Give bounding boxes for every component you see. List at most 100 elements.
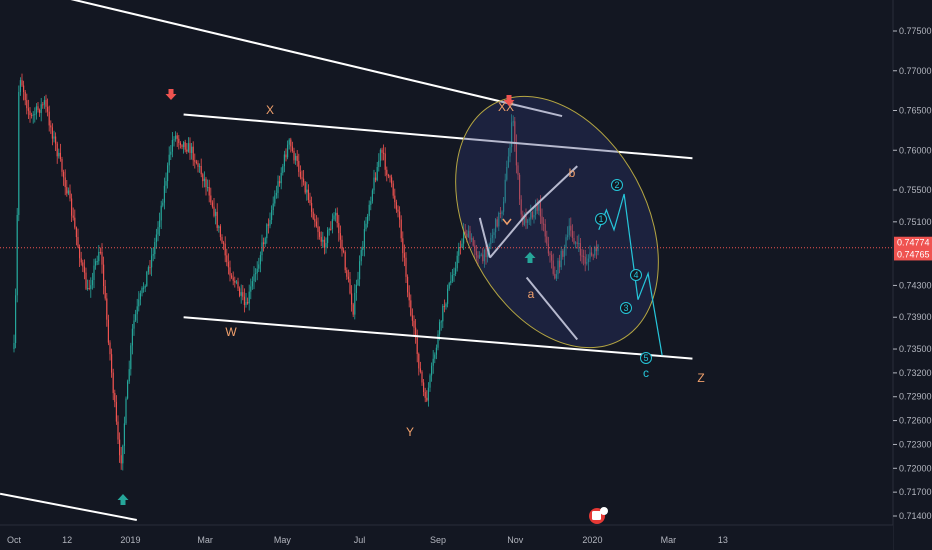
candle-body <box>167 165 169 182</box>
candle-body <box>359 261 361 280</box>
candle-body <box>314 218 316 222</box>
candle-body <box>419 368 421 372</box>
candle-body <box>112 372 114 394</box>
candle-body <box>517 165 519 175</box>
candle-body <box>127 381 129 399</box>
candle-body <box>405 257 407 277</box>
trend-line-8[interactable] <box>525 276 579 341</box>
price-tick-label: 0.71700 <box>899 487 932 497</box>
candle-body <box>154 242 156 255</box>
time-tick-label: Nov <box>507 535 524 545</box>
projection-marker-ring <box>620 302 632 314</box>
candle-body <box>291 146 293 151</box>
candle-body <box>554 273 556 279</box>
candle-body <box>277 181 279 193</box>
candle-body <box>370 201 372 205</box>
candle-body <box>475 251 477 256</box>
events-badge[interactable] <box>589 507 608 524</box>
candle-body <box>253 274 255 282</box>
highlight-ellipse[interactable] <box>415 61 700 382</box>
candle-body <box>83 266 85 273</box>
candle-body <box>594 247 596 256</box>
candle-body <box>139 293 141 300</box>
time-tick-label: Jul <box>354 535 366 545</box>
candle-body <box>347 276 349 280</box>
candle-body <box>395 202 397 210</box>
price-tick-label: 0.72300 <box>899 439 932 449</box>
wave-label-b: b <box>569 166 576 180</box>
candle-body <box>109 342 111 355</box>
candle-body <box>336 212 338 224</box>
candle-body <box>26 100 28 109</box>
candle-body <box>512 121 514 123</box>
candle-body <box>213 206 215 216</box>
candle-body <box>573 238 575 244</box>
candle-body <box>411 315 413 321</box>
candle-body <box>379 149 381 161</box>
candle-body <box>146 271 148 286</box>
projection-path[interactable] <box>598 193 663 356</box>
candle-body <box>520 199 522 215</box>
trend-line-4[interactable] <box>0 492 137 521</box>
candle-body <box>275 192 277 196</box>
candle-body <box>586 262 588 264</box>
candle-body <box>66 187 68 194</box>
candle-body <box>565 237 567 249</box>
candle-body <box>560 250 562 268</box>
candle-body <box>219 226 221 238</box>
candle-body <box>23 85 25 92</box>
secondary-price-badge[interactable]: 0.74765 <box>894 248 932 261</box>
price-axis[interactable]: 0.77500 0.77000 0.76500 0.76000 0.75500 0.751… <box>892 0 932 550</box>
candle-body <box>479 255 481 258</box>
candle-body <box>239 288 241 296</box>
candle-body <box>453 273 455 276</box>
candle-body <box>18 91 20 215</box>
trend-line-3[interactable] <box>183 316 693 360</box>
candle-body <box>218 226 220 228</box>
candle-body <box>144 285 146 288</box>
candle-body <box>384 153 386 170</box>
time-axis[interactable]: Oct 12 2019 Mar May Jul Sep Nov 2020 Mar 13 <box>0 507 893 550</box>
time-tick-label: Mar <box>197 535 213 545</box>
candle-body <box>200 166 202 175</box>
candle-body <box>509 146 511 157</box>
candle-body <box>568 225 570 236</box>
candle-body <box>67 190 69 194</box>
candle-body <box>579 243 581 256</box>
candle-body <box>99 251 101 253</box>
trend-line-2[interactable] <box>183 113 693 160</box>
candle-body <box>191 146 193 153</box>
candle-body <box>195 161 197 164</box>
candle-body <box>272 203 274 211</box>
candle-body <box>578 243 580 245</box>
candle-body <box>423 382 425 393</box>
candle-body <box>317 226 319 232</box>
candle-body <box>237 281 239 289</box>
candle-body <box>312 211 314 219</box>
candle-body <box>290 139 292 147</box>
candle-body <box>471 238 473 240</box>
candle-body <box>282 166 284 173</box>
trend-line-7[interactable] <box>525 165 578 215</box>
candle-body <box>77 237 79 247</box>
candles-layer <box>13 73 599 471</box>
candle-body <box>515 143 517 166</box>
candle-body <box>351 293 353 305</box>
candle-body <box>531 211 533 218</box>
candle-body <box>311 203 313 212</box>
candle-body <box>439 322 441 335</box>
price-tick-label: 0.76500 <box>899 106 932 116</box>
candle-body <box>283 154 285 167</box>
candle-body <box>19 80 21 92</box>
candle-body <box>338 223 340 234</box>
candle-body <box>183 142 185 148</box>
trend-line-5[interactable] <box>478 217 491 258</box>
candle-body <box>267 224 269 226</box>
trend-line-6[interactable] <box>489 213 528 259</box>
current-price-badge[interactable]: 0.74774 <box>894 236 932 249</box>
candle-body <box>197 163 199 167</box>
trend-line-1[interactable] <box>38 0 563 118</box>
candle-body <box>320 236 322 242</box>
candle-body <box>426 397 428 401</box>
